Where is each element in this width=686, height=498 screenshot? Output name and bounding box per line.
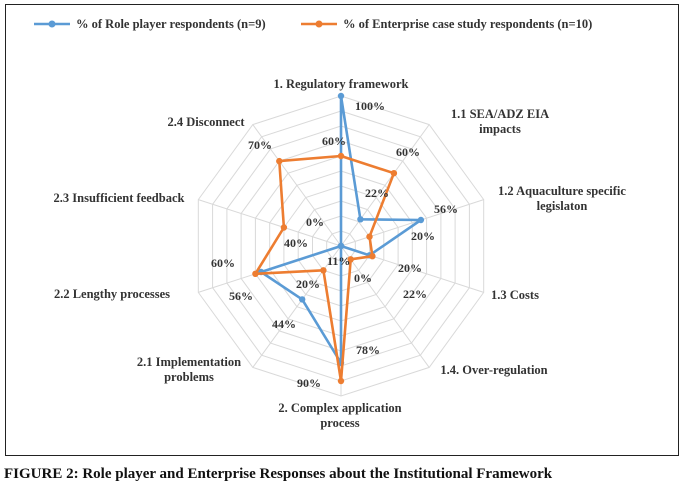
radar-series: [252, 92, 425, 385]
grid-spoke: [340, 124, 430, 247]
value-label: 11%: [327, 254, 350, 268]
value-labels: 100% 22% 56% 20% 0% 78% 44% 56% 0% 60% 60% 20% 22% 11…: [211, 99, 458, 390]
legend-marker-role-player: [48, 20, 56, 28]
value-label: 78%: [356, 343, 380, 357]
axis-label: 1.2 Aquaculture specific: [498, 184, 626, 198]
series-line-0: [259, 94, 423, 365]
value-label: 0%: [306, 215, 324, 229]
axis-label: impacts: [479, 122, 521, 136]
data-point: [276, 157, 283, 165]
axis-label: 1.4. Over-regulation: [440, 363, 547, 377]
value-label: 56%: [434, 202, 458, 216]
value-label: 60%: [322, 134, 346, 148]
value-label: 70%: [248, 138, 272, 152]
axis-label: legislaton: [537, 199, 588, 213]
grid-spoke: [198, 199, 342, 247]
value-label: 20%: [296, 277, 320, 291]
axis-label: 2.2 Lengthy processes: [54, 287, 170, 301]
axis-label: 2. Complex application: [278, 401, 401, 415]
data-point: [337, 152, 345, 160]
legend-marker-enterprise: [315, 20, 323, 28]
grid-spoke: [252, 245, 342, 368]
axis-label: 1. Regulatory framework: [273, 77, 408, 91]
value-label: 40%: [284, 236, 308, 250]
data-point: [280, 224, 288, 231]
grid-spoke: [340, 199, 484, 247]
data-point: [369, 253, 376, 260]
legend: % of Role player respondents (n=9) % of …: [34, 17, 592, 31]
data-point: [320, 267, 327, 274]
axis-label: 2.4 Disconnect: [167, 115, 245, 129]
data-point: [299, 296, 306, 303]
data-point: [252, 270, 259, 277]
grid-spoke: [252, 124, 342, 247]
axis-label: 1.1 SEA/ADZ EIA: [451, 107, 549, 121]
value-label: 60%: [211, 256, 235, 270]
data-point: [337, 242, 345, 250]
data-point: [366, 233, 373, 240]
value-label: 100%: [355, 99, 385, 113]
value-label: 22%: [403, 287, 427, 301]
legend-label-enterprise: % of Enterprise case study respondents (…: [343, 17, 592, 31]
axis-label: 2.3 Insufficient feedback: [54, 191, 185, 205]
value-label: 44%: [272, 317, 296, 331]
data-point: [417, 216, 425, 224]
radar-chart: % of Role player respondents (n=9) % of …: [34, 17, 627, 430]
value-label: 90%: [297, 376, 321, 390]
data-point: [347, 256, 354, 263]
value-label: 56%: [229, 289, 253, 303]
legend-label-role-player: % of Role player respondents (n=9): [76, 17, 266, 31]
value-label: 20%: [398, 261, 422, 275]
axis-label: problems: [164, 370, 214, 384]
axis-label: 1.3 Costs: [491, 288, 539, 302]
data-point: [390, 170, 398, 177]
data-point: [337, 377, 345, 385]
axis-label: process: [320, 416, 359, 430]
value-label: 0%: [354, 271, 372, 285]
value-label: 60%: [396, 145, 420, 159]
data-point: [337, 92, 345, 100]
axis-labels: 1. Regulatory framework 1.1 SEA/ADZ EIAim…: [54, 77, 627, 430]
axis-label: 2.1 Implementation: [137, 355, 241, 369]
value-label: 22%: [365, 186, 389, 200]
value-label: 20%: [411, 229, 435, 243]
chart-frame: [5, 4, 679, 456]
figure-caption: FIGURE 2: Role player and Enterprise Res…: [4, 466, 553, 482]
grid-spoke: [340, 245, 430, 368]
data-point: [357, 216, 364, 223]
